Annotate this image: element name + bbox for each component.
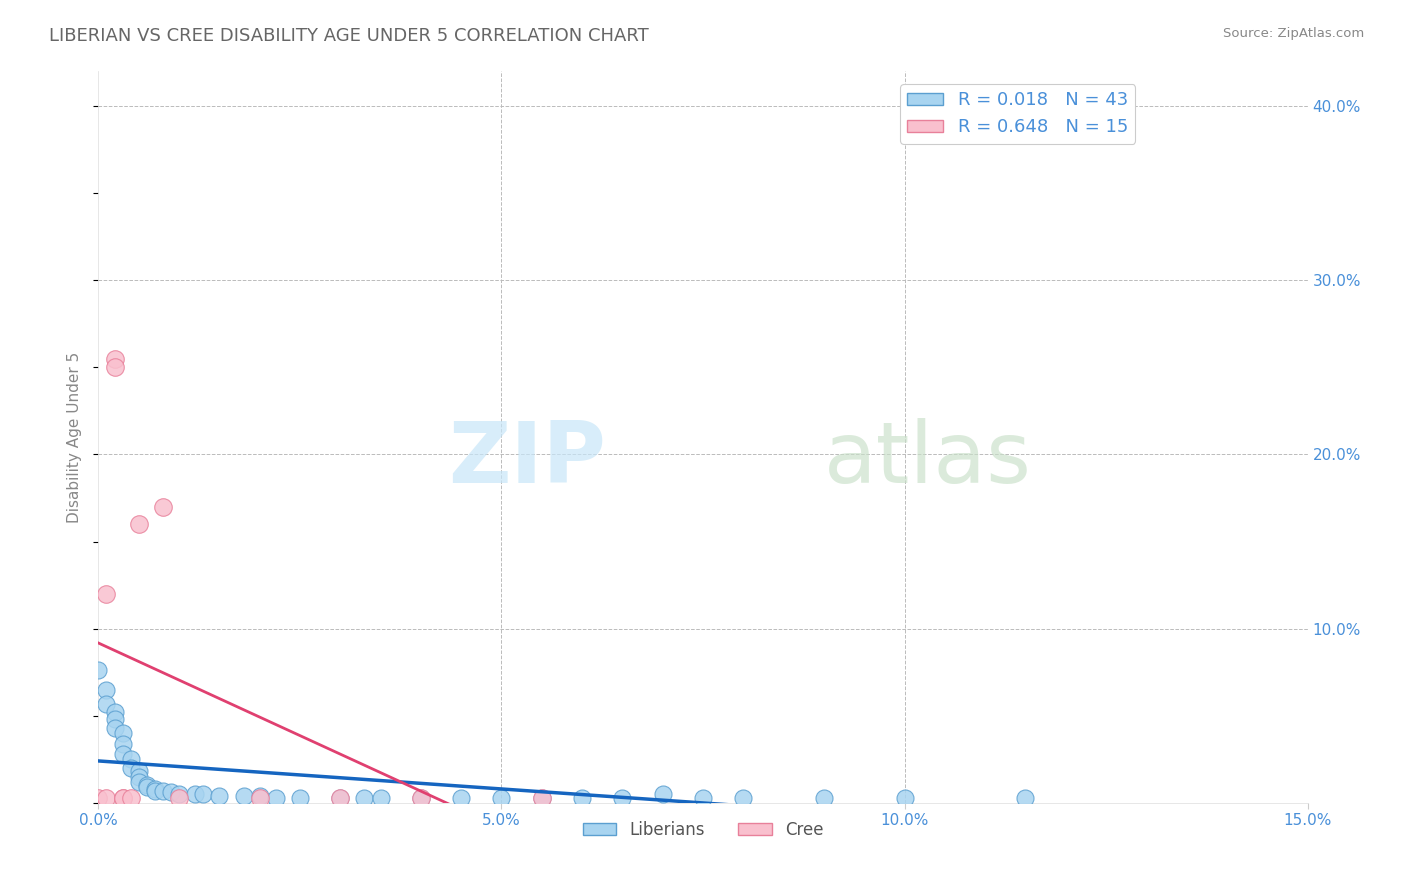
Point — [103, 712, 125, 726]
Point — [143, 781, 166, 796]
Point — [111, 726, 134, 740]
Point — [249, 790, 271, 805]
Point — [491, 790, 513, 805]
Point — [120, 761, 142, 775]
Point — [96, 587, 118, 601]
Point — [167, 790, 190, 805]
Point — [152, 783, 174, 797]
Point — [128, 764, 150, 779]
Point — [692, 790, 714, 805]
Point — [288, 790, 311, 805]
Point — [612, 790, 634, 805]
Point — [232, 789, 254, 803]
Point — [651, 787, 673, 801]
Point — [184, 787, 207, 801]
Point — [103, 705, 125, 719]
Point — [143, 783, 166, 797]
Point — [813, 790, 835, 805]
Point — [409, 790, 432, 805]
Point — [733, 790, 755, 805]
Point — [111, 747, 134, 761]
Point — [370, 790, 392, 805]
Point — [450, 790, 472, 805]
Point — [135, 778, 157, 792]
Point — [103, 721, 125, 735]
Y-axis label: Disability Age Under 5: Disability Age Under 5 — [67, 351, 83, 523]
Point — [530, 790, 553, 805]
Point — [530, 790, 553, 805]
Point — [409, 790, 432, 805]
Point — [120, 752, 142, 766]
Point — [111, 737, 134, 751]
Point — [264, 790, 287, 805]
Point — [96, 790, 118, 805]
Point — [160, 785, 183, 799]
Point — [128, 775, 150, 789]
Point — [249, 789, 271, 803]
Point — [208, 789, 231, 803]
Point — [103, 351, 125, 366]
Point — [87, 790, 110, 805]
Point — [87, 664, 110, 678]
Text: LIBERIAN VS CREE DISABILITY AGE UNDER 5 CORRELATION CHART: LIBERIAN VS CREE DISABILITY AGE UNDER 5 … — [49, 27, 650, 45]
Point — [96, 697, 118, 711]
Point — [1014, 790, 1036, 805]
Point — [893, 790, 915, 805]
Point — [135, 780, 157, 794]
Point — [96, 682, 118, 697]
Point — [353, 790, 375, 805]
Point — [128, 517, 150, 532]
Text: atlas: atlas — [824, 417, 1032, 500]
Point — [111, 790, 134, 805]
Point — [167, 787, 190, 801]
Point — [571, 790, 593, 805]
Legend: Liberians, Cree: Liberians, Cree — [576, 814, 830, 846]
Point — [193, 787, 215, 801]
Point — [120, 790, 142, 805]
Point — [111, 790, 134, 805]
Text: Source: ZipAtlas.com: Source: ZipAtlas.com — [1223, 27, 1364, 40]
Point — [152, 500, 174, 514]
Point — [329, 790, 352, 805]
Text: ZIP: ZIP — [449, 417, 606, 500]
Point — [128, 770, 150, 784]
Point — [103, 360, 125, 375]
Point — [329, 790, 352, 805]
